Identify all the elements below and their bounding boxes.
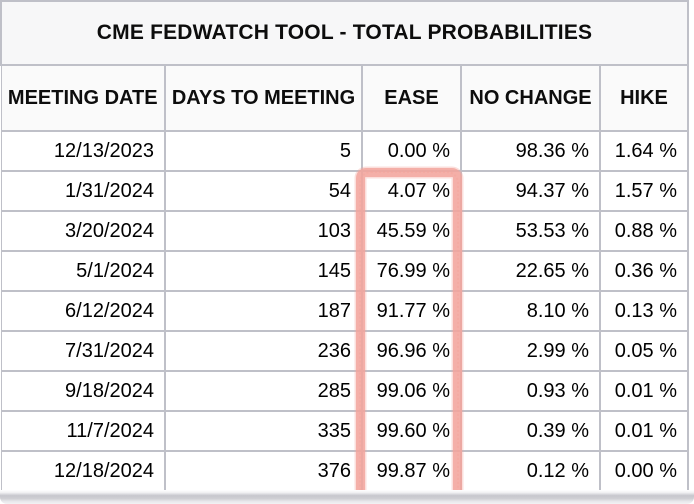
cell-days-to-meeting: 145 [164, 250, 363, 292]
column-header-ease: EASE [361, 64, 462, 132]
cell-meeting-date: 12/18/2024 [0, 450, 166, 492]
cell-hike: 1.64 % [598, 130, 690, 172]
probabilities-table: CME FEDWATCH TOOL - TOTAL PROBABILITIES … [0, 0, 690, 492]
cell-hike: 1.57 % [598, 170, 690, 212]
cell-hike: 0.00 % [598, 450, 690, 492]
cell-no-change: 0.93 % [460, 370, 601, 412]
table-row: 12/18/2024 376 99.87 % 0.12 % 0.00 % [0, 450, 690, 492]
cell-no-change: 2.99 % [460, 330, 601, 372]
cell-ease: 99.87 % [361, 450, 462, 492]
cell-meeting-date: 3/20/2024 [0, 210, 166, 252]
cell-days-to-meeting: 5 [164, 130, 363, 172]
column-header-row: MEETING DATE DAYS TO MEETING EASE NO CHA… [0, 64, 690, 132]
cell-ease: 45.59 % [361, 210, 462, 252]
cell-ease: 96.96 % [361, 330, 462, 372]
column-header-days-to-meeting: DAYS TO MEETING [164, 64, 363, 132]
cell-hike: 0.36 % [598, 250, 690, 292]
cell-no-change: 22.65 % [460, 250, 601, 292]
cell-no-change: 0.39 % [460, 410, 601, 452]
cell-meeting-date: 7/31/2024 [0, 330, 166, 372]
cell-meeting-date: 11/7/2024 [0, 410, 166, 452]
cell-days-to-meeting: 376 [164, 450, 363, 492]
cell-days-to-meeting: 103 [164, 210, 363, 252]
table-row: 6/12/2024 187 91.77 % 8.10 % 0.13 % [0, 290, 690, 332]
cell-no-change: 98.36 % [460, 130, 601, 172]
cell-days-to-meeting: 335 [164, 410, 363, 452]
cell-no-change: 53.53 % [460, 210, 601, 252]
cell-days-to-meeting: 236 [164, 330, 363, 372]
cell-hike: 0.88 % [598, 210, 690, 252]
cell-no-change: 0.12 % [460, 450, 601, 492]
table-row: 9/18/2024 285 99.06 % 0.93 % 0.01 % [0, 370, 690, 412]
column-header-meeting-date: MEETING DATE [0, 64, 166, 132]
cell-days-to-meeting: 187 [164, 290, 363, 332]
window-bottom-edge [0, 490, 694, 504]
table-row: 7/31/2024 236 96.96 % 2.99 % 0.05 % [0, 330, 690, 372]
table-row: 1/31/2024 54 4.07 % 94.37 % 1.57 % [0, 170, 690, 212]
cell-hike: 0.01 % [598, 410, 690, 452]
cell-days-to-meeting: 54 [164, 170, 363, 212]
cell-no-change: 94.37 % [460, 170, 601, 212]
table-row: 12/13/2023 5 0.00 % 98.36 % 1.64 % [0, 130, 690, 172]
cell-ease: 99.06 % [361, 370, 462, 412]
table-row: 5/1/2024 145 76.99 % 22.65 % 0.36 % [0, 250, 690, 292]
cell-meeting-date: 5/1/2024 [0, 250, 166, 292]
cell-meeting-date: 6/12/2024 [0, 290, 166, 332]
cell-meeting-date: 9/18/2024 [0, 370, 166, 412]
cell-no-change: 8.10 % [460, 290, 601, 332]
table-row: 11/7/2024 335 99.60 % 0.39 % 0.01 % [0, 410, 690, 452]
cell-ease: 4.07 % [361, 170, 462, 212]
page-title: CME FEDWATCH TOOL - TOTAL PROBABILITIES [0, 0, 690, 66]
cell-ease: 0.00 % [361, 130, 462, 172]
column-header-hike: HIKE [598, 64, 690, 132]
cell-ease: 99.60 % [361, 410, 462, 452]
cell-hike: 0.05 % [598, 330, 690, 372]
column-header-no-change: NO CHANGE [460, 64, 601, 132]
cell-hike: 0.01 % [598, 370, 690, 412]
title-row: CME FEDWATCH TOOL - TOTAL PROBABILITIES [0, 0, 690, 66]
cell-days-to-meeting: 285 [164, 370, 363, 412]
cell-meeting-date: 12/13/2023 [0, 130, 166, 172]
cell-hike: 0.13 % [598, 290, 690, 332]
cell-meeting-date: 1/31/2024 [0, 170, 166, 212]
table-row: 3/20/2024 103 45.59 % 53.53 % 0.88 % [0, 210, 690, 252]
cell-ease: 76.99 % [361, 250, 462, 292]
cell-ease: 91.77 % [361, 290, 462, 332]
